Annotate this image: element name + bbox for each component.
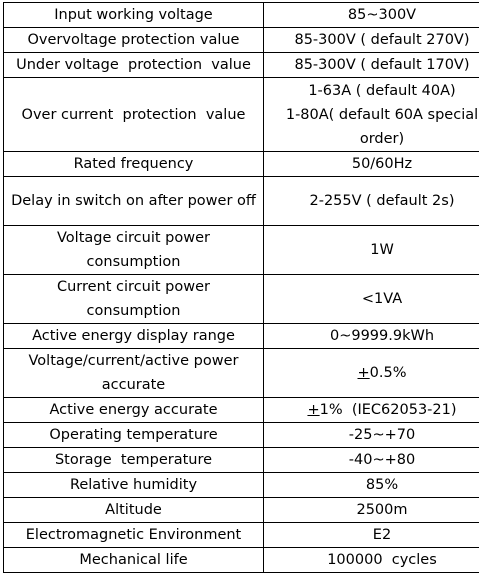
- value-voltage-circuit-power: 1W: [263, 225, 479, 275]
- value-mechanical-life: 100000 cycles: [263, 547, 479, 573]
- value-storage-temperature: -40~+80: [263, 447, 479, 473]
- value-active-energy-display-range: 0~9999.9kWh: [263, 323, 479, 349]
- table-row: Current circuit power consumption <1VA: [3, 274, 479, 324]
- value-undervoltage-protection: 85-300V ( default 170V): [263, 52, 479, 78]
- table-row: Electromagnetic Environment E2: [3, 522, 479, 548]
- value-vca-power-accurate: +0.5%: [263, 348, 479, 398]
- param-operating-temperature: Operating temperature: [3, 422, 264, 448]
- param-voltage-circuit-power: Voltage circuit power consumption: [3, 225, 264, 275]
- value-input-working-voltage: 85~300V: [263, 2, 479, 28]
- param-current-circuit-power: Current circuit power consumption: [3, 274, 264, 324]
- param-rated-frequency: Rated frequency: [3, 151, 264, 177]
- param-vca-power-accurate: Voltage/current/active power accurate: [3, 348, 264, 398]
- param-altitude: Altitude: [3, 497, 264, 523]
- table-row: Active energy display range 0~9999.9kWh: [3, 323, 479, 349]
- table-row: Voltage/current/active power accurate +0…: [3, 348, 479, 398]
- value-line: 1-80A( default 60A special order): [285, 106, 479, 147]
- param-undervoltage-protection: Under voltage protection value: [3, 52, 264, 78]
- value-line: 1-63A ( default 40A): [308, 82, 456, 99]
- table-row: Voltage circuit power consumption 1W: [3, 225, 479, 275]
- table-row: Delay in switch on after power off 2-255…: [3, 176, 479, 226]
- table-row: Over current protection value 1-63A ( de…: [3, 77, 479, 152]
- param-overvoltage-protection: Overvoltage protection value: [3, 27, 264, 53]
- table-row: Relative humidity 85%: [3, 472, 479, 498]
- param-storage-temperature: Storage temperature: [3, 447, 264, 473]
- param-overcurrent-protection: Over current protection value: [3, 77, 264, 152]
- table-row: Storage temperature -40~+80: [3, 447, 479, 473]
- value-overvoltage-protection: 85-300V ( default 270V): [263, 27, 479, 53]
- plus-minus-sign: +: [357, 365, 370, 381]
- value-active-energy-accurate: +1% (IEC62053-21): [263, 397, 479, 423]
- table-row: Under voltage protection value 85-300V (…: [3, 52, 479, 78]
- table-row: Input working voltage 85~300V: [3, 2, 479, 28]
- value-delay-switch-on: 2-255V ( default 2s): [263, 176, 479, 226]
- value-altitude: 2500m: [263, 497, 479, 523]
- value-current-circuit-power: <1VA: [263, 274, 479, 324]
- accuracy-value: 0.5%: [369, 365, 407, 381]
- table-row: Overvoltage protection value 85-300V ( d…: [3, 27, 479, 53]
- param-mechanical-life: Mechanical life: [3, 547, 264, 573]
- table-row: Rated frequency 50/60Hz: [3, 151, 479, 177]
- param-active-energy-accurate: Active energy accurate: [3, 397, 264, 423]
- table-row: Mechanical life 100000 cycles: [3, 547, 479, 573]
- accuracy-value: 1% (IEC62053-21): [319, 402, 457, 418]
- value-rated-frequency: 50/60Hz: [263, 151, 479, 177]
- table-row: Altitude 2500m: [3, 497, 479, 523]
- specification-table: Input working voltage 85~300V Overvoltag…: [3, 2, 479, 573]
- plus-minus-sign: +: [307, 402, 320, 418]
- param-electromagnetic-environment: Electromagnetic Environment: [3, 522, 264, 548]
- table-row: Active energy accurate +1% (IEC62053-21): [3, 397, 479, 423]
- table-row: Operating temperature -25~+70: [3, 422, 479, 448]
- param-input-working-voltage: Input working voltage: [3, 2, 264, 28]
- value-electromagnetic-environment: E2: [263, 522, 479, 548]
- param-active-energy-display-range: Active energy display range: [3, 323, 264, 349]
- param-delay-switch-on: Delay in switch on after power off: [3, 176, 264, 226]
- value-operating-temperature: -25~+70: [263, 422, 479, 448]
- value-overcurrent-protection: 1-63A ( default 40A) 1-80A( default 60A …: [263, 77, 479, 152]
- param-relative-humidity: Relative humidity: [3, 472, 264, 498]
- value-relative-humidity: 85%: [263, 472, 479, 498]
